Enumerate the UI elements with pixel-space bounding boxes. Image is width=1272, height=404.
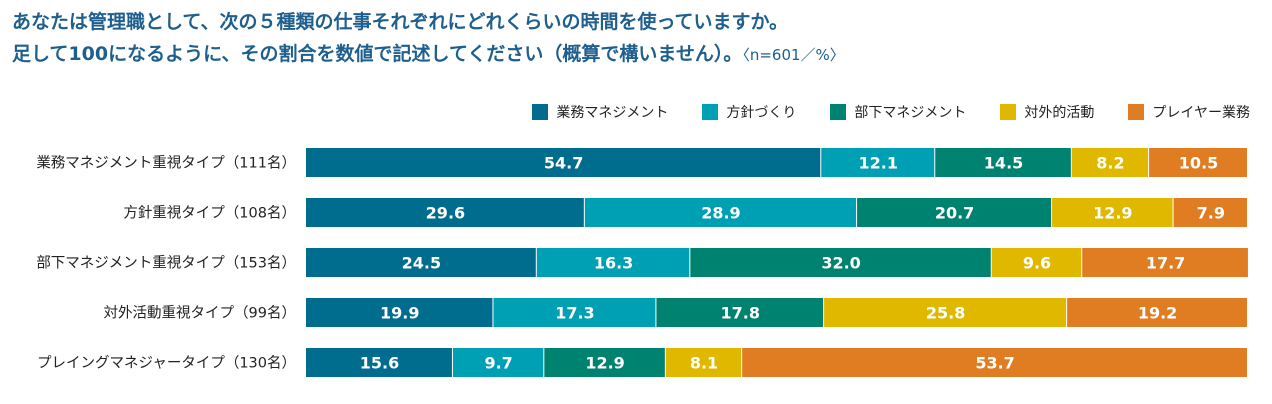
data-label: 20.7 [935,204,974,223]
data-label: 54.7 [544,154,583,173]
bar-segment [306,348,452,377]
data-label: 8.2 [1096,154,1124,173]
data-label: 12.1 [859,154,898,173]
bar-segment [1052,198,1173,227]
data-label: 17.8 [721,304,760,323]
title-line-2-text: 足して100になるように、その割合を数値で記述してください（概算で構いません）。 [12,43,743,65]
data-label: 7.9 [1197,204,1225,223]
bar-segment [1149,148,1247,177]
category-label: 業務マネジメント重視タイプ（111名） [36,155,296,172]
bar-segment [991,248,1082,277]
data-label: 28.9 [701,204,740,223]
title-line-2: 足して100になるように、その割合を数値で記述してください（概算で構いません）。… [12,38,1262,71]
bar-segment [306,198,584,227]
bar-segment [306,248,536,277]
data-label: 29.6 [426,204,465,223]
data-label: 12.9 [585,354,624,373]
legend-item: 業務マネジメント [532,102,668,122]
data-label: 9.7 [484,354,512,373]
data-label: 10.5 [1179,154,1218,173]
data-label: 25.8 [926,304,965,323]
data-label: 12.9 [1093,204,1132,223]
legend-swatch [702,104,719,120]
legend-label: 業務マネジメント [556,105,669,121]
bar-segment [306,298,493,327]
bar-segment [306,148,821,177]
bar-segment [1082,248,1248,277]
bar-segment [536,248,690,277]
data-label: 9.6 [1023,254,1051,273]
data-label: 53.7 [975,354,1014,373]
category-label: 方針重視タイプ（108名） [123,205,296,222]
legend-swatch [830,104,847,120]
data-label: 17.3 [555,304,594,323]
legend-item: 対外的活動 [1000,102,1094,122]
legend-item: 方針づくり [702,102,796,122]
data-label: 24.5 [402,254,441,273]
bar-segment [656,298,824,327]
bar-segment [584,198,857,227]
bar-segment [452,348,544,377]
bar-segment [1173,198,1247,227]
legend-swatch [532,104,549,120]
bar-segment [665,348,742,377]
category-label: プレイングマネジャータイプ（130名） [37,355,296,372]
category-label: 部下マネジメント重視タイプ（153名） [36,255,296,272]
data-label: 8.1 [690,354,718,373]
bar-segment [1071,148,1149,177]
chart-title: あなたは管理職として、次の５種類の仕事それぞれにどれくらいの時間を使っていますか… [12,6,1262,71]
data-label: 19.2 [1138,304,1177,323]
bar-segment [1067,298,1247,327]
bar-segment [935,148,1071,177]
legend: 業務マネジメント 方針づくり 部下マネジメント 対外的活動 プレイヤー業務 [532,102,1250,122]
data-label: 19.9 [380,304,419,323]
legend-label: 方針づくり [726,105,797,121]
bar-segment [690,248,991,277]
data-label: 14.5 [984,154,1023,173]
category-label: 対外活動重視タイプ（99名） [104,305,296,322]
data-label: 17.7 [1146,254,1185,273]
bar-segment [742,348,1247,377]
legend-label: 対外的活動 [1024,105,1095,121]
sample-note: 〈n=601／%〉 [742,46,845,64]
bar-segment [824,298,1067,327]
data-label: 32.0 [821,254,860,273]
bar-segment [857,198,1052,227]
bar-segment [493,298,656,327]
data-label: 15.6 [360,354,399,373]
legend-swatch [1128,104,1145,120]
legend-label: 部下マネジメント [854,105,967,121]
bar-segment [821,148,935,177]
legend-item: プレイヤー業務 [1128,102,1250,122]
bar-segment [544,348,665,377]
legend-label: プレイヤー業務 [1152,105,1250,121]
legend-item: 部下マネジメント [830,102,966,122]
title-line-1: あなたは管理職として、次の５種類の仕事それぞれにどれくらいの時間を使っていますか… [12,11,789,33]
legend-swatch [1000,104,1017,120]
data-label: 16.3 [594,254,633,273]
